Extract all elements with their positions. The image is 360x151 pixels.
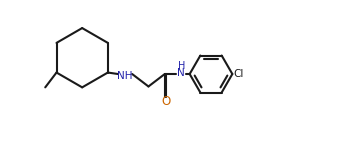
- Text: NH: NH: [117, 71, 132, 81]
- Text: O: O: [161, 95, 170, 108]
- Text: H: H: [178, 61, 185, 71]
- Text: N: N: [177, 68, 185, 78]
- Text: Cl: Cl: [234, 69, 244, 79]
